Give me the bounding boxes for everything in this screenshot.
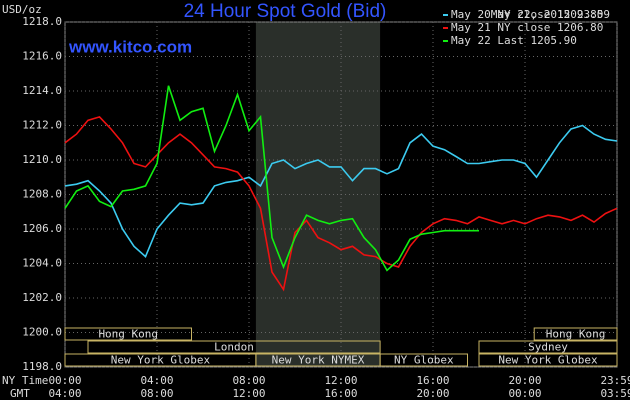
- timestamp: May 22, 2015 23:59: [491, 8, 610, 21]
- price-line: [64, 124, 618, 258]
- y-tick-label: 1202.0: [22, 291, 62, 304]
- y-tick-label: 1206.0: [22, 222, 62, 235]
- session-bar: [379, 353, 469, 367]
- session-label: New York Globex: [498, 354, 598, 367]
- x-tick-label: 16:00: [416, 374, 449, 387]
- x-axis-label: NY Time: [2, 374, 48, 387]
- y-tick-label: 1204.0: [22, 257, 62, 270]
- legend-entry: May 21 NY close 1206.80: [451, 21, 603, 34]
- session-label: London: [214, 341, 254, 354]
- y-tick-label: 1198.0: [22, 360, 62, 373]
- x2-tick-label: 03:59: [600, 387, 630, 400]
- x2-tick-label: 20:00: [416, 387, 449, 400]
- session-bar: [533, 327, 618, 341]
- session-label: New York Globex: [111, 354, 211, 367]
- x-tick-label: 08:00: [232, 374, 265, 387]
- session-label: Sydney: [528, 341, 568, 354]
- session-label: Hong Kong: [546, 328, 606, 341]
- session-bar: [87, 340, 381, 354]
- y-tick-label: 1214.0: [22, 84, 62, 97]
- legend-entry: May 20 NY close 1209.80: [451, 8, 603, 21]
- legend-entry: May 22 Last 1205.90: [451, 34, 577, 47]
- x-tick-label: 20:00: [508, 374, 541, 387]
- price-line: [64, 85, 479, 272]
- x2-tick-label: 12:00: [232, 387, 265, 400]
- x2-axis-label: GMT: [10, 387, 30, 400]
- unit-label: USD/oz: [2, 3, 42, 16]
- x-tick-label: 00:00: [48, 374, 81, 387]
- chart-title: 24 Hour Spot Gold (Bid): [184, 1, 387, 22]
- session-bar: [64, 327, 192, 341]
- x-tick-label: 04:00: [140, 374, 173, 387]
- x2-tick-label: 00:00: [508, 387, 541, 400]
- y-tick-label: 1200.0: [22, 326, 62, 339]
- session-label: New York NYMEX: [272, 354, 365, 367]
- y-tick-label: 1216.0: [22, 50, 62, 63]
- x2-tick-label: 04:00: [48, 387, 81, 400]
- source: www.kitco.com: [68, 37, 192, 56]
- y-tick-label: 1210.0: [22, 153, 62, 166]
- x2-tick-label: 08:00: [140, 387, 173, 400]
- session-bar: [478, 340, 618, 354]
- y-tick-label: 1218.0: [22, 15, 62, 28]
- session-bar: [478, 353, 618, 367]
- y-tick-label: 1208.0: [22, 188, 62, 201]
- x-tick-label: 12:00: [324, 374, 357, 387]
- price-line: [64, 115, 618, 292]
- session-label: Hong Kong: [98, 328, 158, 341]
- session-label: NY Globex: [394, 354, 454, 367]
- x2-tick-label: 16:00: [324, 387, 357, 400]
- x-tick-label: 23:59: [600, 374, 630, 387]
- y-tick-label: 1212.0: [22, 119, 62, 132]
